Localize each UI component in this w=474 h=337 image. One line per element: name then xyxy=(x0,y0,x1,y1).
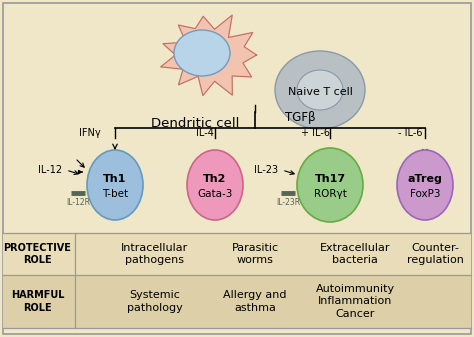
Text: Autoimmunity
Inflammation
Cancer: Autoimmunity Inflammation Cancer xyxy=(315,284,394,319)
Text: IL-23: IL-23 xyxy=(254,165,278,175)
Text: Gata-3: Gata-3 xyxy=(197,189,233,199)
Text: IL-12R: IL-12R xyxy=(66,198,90,207)
Ellipse shape xyxy=(174,30,230,76)
Text: Systemic
pathology: Systemic pathology xyxy=(127,290,183,313)
Text: FoxP3: FoxP3 xyxy=(410,189,440,199)
Ellipse shape xyxy=(297,148,363,222)
Bar xyxy=(3,275,471,328)
Text: Dendritic cell: Dendritic cell xyxy=(151,117,239,130)
Text: Th17: Th17 xyxy=(314,174,346,184)
Text: RORγt: RORγt xyxy=(314,189,346,199)
Bar xyxy=(3,233,471,275)
Text: Counter-
regulation: Counter- regulation xyxy=(407,243,464,265)
Text: + IL-6: + IL-6 xyxy=(301,128,330,138)
Ellipse shape xyxy=(87,150,143,220)
Text: IL-23R: IL-23R xyxy=(276,198,300,207)
Text: Th1: Th1 xyxy=(103,174,127,184)
Ellipse shape xyxy=(187,150,243,220)
Text: IL-4: IL-4 xyxy=(196,128,214,138)
Text: aTreg: aTreg xyxy=(408,174,442,184)
Text: IL-12: IL-12 xyxy=(38,165,62,175)
Ellipse shape xyxy=(275,51,365,129)
Ellipse shape xyxy=(397,150,453,220)
Text: Parasitic
worms: Parasitic worms xyxy=(231,243,279,265)
Text: HARMFUL
ROLE: HARMFUL ROLE xyxy=(11,290,64,313)
Text: IFNγ: IFNγ xyxy=(79,128,101,138)
Text: - IL-6: - IL-6 xyxy=(398,128,422,138)
Text: Intracellular
pathogens: Intracellular pathogens xyxy=(121,243,189,265)
Text: T-bet: T-bet xyxy=(102,189,128,199)
Text: Naive T cell: Naive T cell xyxy=(288,87,353,97)
Ellipse shape xyxy=(297,70,343,110)
Text: TGFβ: TGFβ xyxy=(285,111,316,124)
Text: Allergy and
asthma: Allergy and asthma xyxy=(223,290,287,313)
Text: Th2: Th2 xyxy=(203,174,227,184)
Text: Extracellular
bacteria: Extracellular bacteria xyxy=(320,243,390,265)
Polygon shape xyxy=(161,15,256,96)
Text: PROTECTIVE
ROLE: PROTECTIVE ROLE xyxy=(4,243,72,265)
